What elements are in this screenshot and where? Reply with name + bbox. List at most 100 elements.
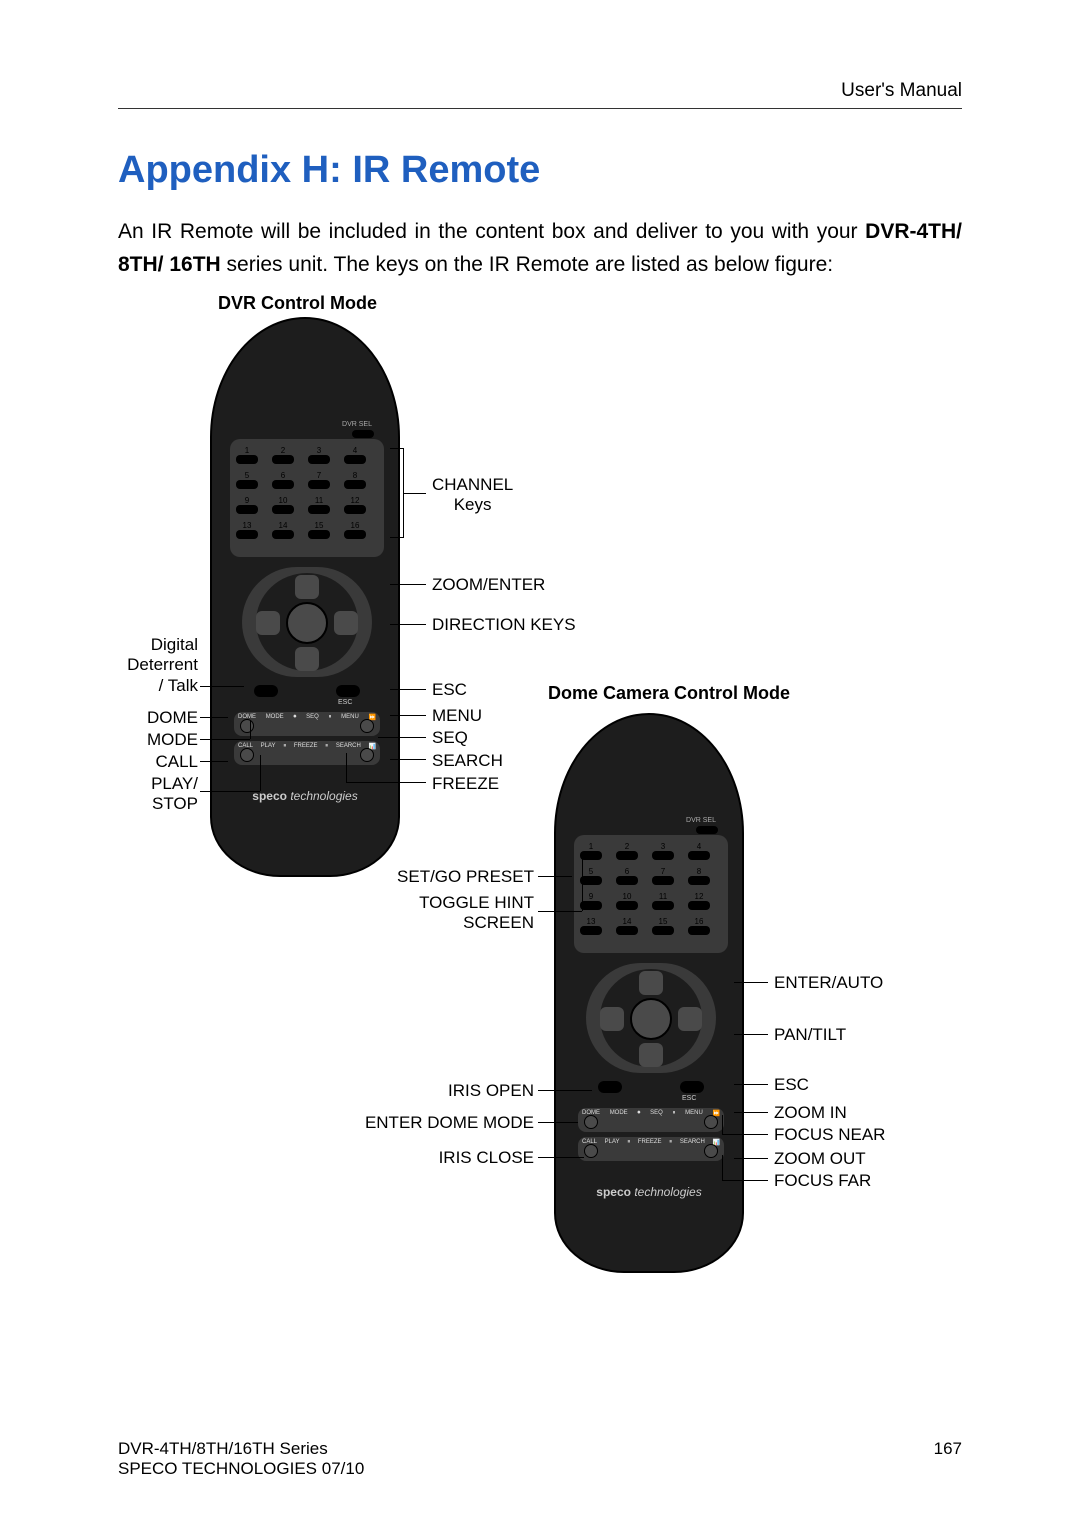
label-zoom-enter: ZOOM/ENTER (432, 575, 545, 595)
btn-row-2 (236, 480, 366, 489)
dvr-mode-title: DVR Control Mode (218, 293, 377, 314)
label-zoom-in: ZOOM IN (774, 1103, 847, 1123)
line-zoom-enter (390, 584, 426, 585)
num-row-4b: 13141516 (580, 917, 710, 926)
search-btn-2 (704, 1144, 718, 1158)
dvr-sel-button (352, 430, 374, 438)
line-setgo (538, 876, 572, 877)
dome-mode-title: Dome Camera Control Mode (548, 683, 790, 704)
esc-key-label-2: ESC (682, 1095, 696, 1102)
line-menu (390, 715, 426, 716)
dpad-center (286, 602, 328, 644)
line-iris-open (538, 1090, 592, 1091)
dvr-sel-label: DVR SEL (342, 421, 372, 428)
label-dome: DOME (118, 708, 198, 728)
dpad-center-2 (630, 998, 672, 1040)
dome-btn-2 (584, 1115, 598, 1129)
line-seq (378, 737, 426, 738)
intro-part1: An IR Remote will be included in the con… (118, 220, 865, 243)
vline-focus-far (722, 1155, 723, 1181)
label-setgo: SET/GO PRESET (394, 867, 534, 887)
label-enter-auto: ENTER/AUTO (774, 973, 883, 993)
dpad-down (295, 647, 319, 671)
line-channel (404, 493, 426, 494)
footer: DVR-4TH/8TH/16TH Series SPECO TECHNOLOGI… (118, 1439, 962, 1479)
label-esc2: ESC (774, 1075, 809, 1095)
func-row1-labels: DOMEMODE⏺SEQ⏸MENU⏩ (238, 714, 376, 721)
num-row-4: 13141516 (236, 521, 366, 530)
dpad-up (295, 575, 319, 599)
vline-freeze (346, 753, 347, 783)
label-search: SEARCH (432, 751, 503, 771)
remote-figure: DVR Control Mode Dome Camera Control Mod… (118, 293, 962, 1333)
line-enter-dome (538, 1122, 578, 1123)
label-focus-near: FOCUS NEAR (774, 1125, 885, 1145)
line-freeze (346, 782, 426, 783)
vline-focus-near (722, 1115, 723, 1135)
label-freeze: FREEZE (432, 774, 499, 794)
dpad-down-2 (639, 1043, 663, 1067)
line-direction (390, 624, 426, 625)
label-iris-open: IRIS OPEN (408, 1081, 534, 1101)
vline-toggle (582, 853, 583, 911)
line-play (200, 791, 260, 792)
btn-row-3 (236, 505, 366, 514)
label-direction: DIRECTION KEYS (432, 615, 576, 635)
label-talk: Digital Deterrent / Talk (106, 635, 198, 696)
label-menu: MENU (432, 706, 482, 726)
dpad-right (334, 611, 358, 635)
label-focus-far: FOCUS FAR (774, 1171, 871, 1191)
func-row2-labels-2: CALLPLAY⏸FREEZE⏸SEARCH📊 (582, 1139, 720, 1146)
line-iris-close (538, 1157, 584, 1158)
line-pan-tilt (734, 1034, 768, 1035)
dome-btn (240, 719, 254, 733)
line-zoom-out (734, 1158, 768, 1159)
vline-mode (250, 721, 251, 739)
dpad-left-2 (600, 1007, 624, 1031)
label-zoom-out: ZOOM OUT (774, 1149, 866, 1169)
remote-dvr: DVR SEL 1234 5678 9101112 13141516 ESC D… (210, 317, 400, 877)
dpad-up-2 (639, 971, 663, 995)
vline-play (260, 755, 261, 791)
line-esc (390, 689, 426, 690)
header-manual-title: User's Manual (118, 80, 962, 109)
num-row-1b: 1234 (580, 842, 710, 851)
small-btn-esc-2 (680, 1081, 704, 1093)
label-seq: SEQ (432, 728, 468, 748)
small-btn-talk (254, 685, 278, 697)
line-focus-near (722, 1134, 768, 1135)
line-talk (200, 686, 244, 687)
line-esc2 (734, 1084, 768, 1085)
btn-row-4 (236, 530, 366, 539)
label-enter-dome: ENTER DOME MODE (352, 1113, 534, 1133)
num-row-3b: 9101112 (580, 892, 710, 901)
num-row-2: 5678 (236, 471, 366, 480)
line-focus-far (722, 1180, 768, 1181)
call-btn-2 (584, 1144, 598, 1158)
btn-row-3b (580, 901, 710, 910)
label-channel: CHANNEL Keys (432, 475, 513, 516)
line-dome (200, 717, 228, 718)
menu-btn-2 (704, 1115, 718, 1129)
label-pan-tilt: PAN/TILT (774, 1025, 846, 1045)
small-btn-iris-open (598, 1081, 622, 1093)
bracket-channel (390, 448, 404, 538)
brand-label-2: speco technologies (556, 1185, 742, 1199)
call-btn (240, 748, 254, 762)
dvr-sel-button-2 (696, 826, 718, 834)
btn-row-1b (580, 851, 710, 860)
num-row-1: 1234 (236, 446, 366, 455)
footer-line1: DVR-4TH/8TH/16TH Series (118, 1439, 962, 1459)
appendix-title: Appendix H: IR Remote (118, 149, 962, 192)
dpad-right-2 (678, 1007, 702, 1031)
line-call (200, 761, 228, 762)
dpad-left (256, 611, 280, 635)
footer-line2: SPECO TECHNOLOGIES 07/10 (118, 1459, 364, 1479)
func-row2-labels: CALLPLAY⏸FREEZE⏸SEARCH📊 (238, 743, 376, 750)
line-mode (200, 739, 250, 740)
func-row1-labels-2: DOMEMODE⏺SEQ⏸MENU⏩ (582, 1110, 720, 1117)
dvr-sel-label-2: DVR SEL (686, 817, 716, 824)
label-mode: MODE (118, 730, 198, 750)
line-search (390, 759, 426, 760)
esc-key-label: ESC (338, 699, 352, 706)
